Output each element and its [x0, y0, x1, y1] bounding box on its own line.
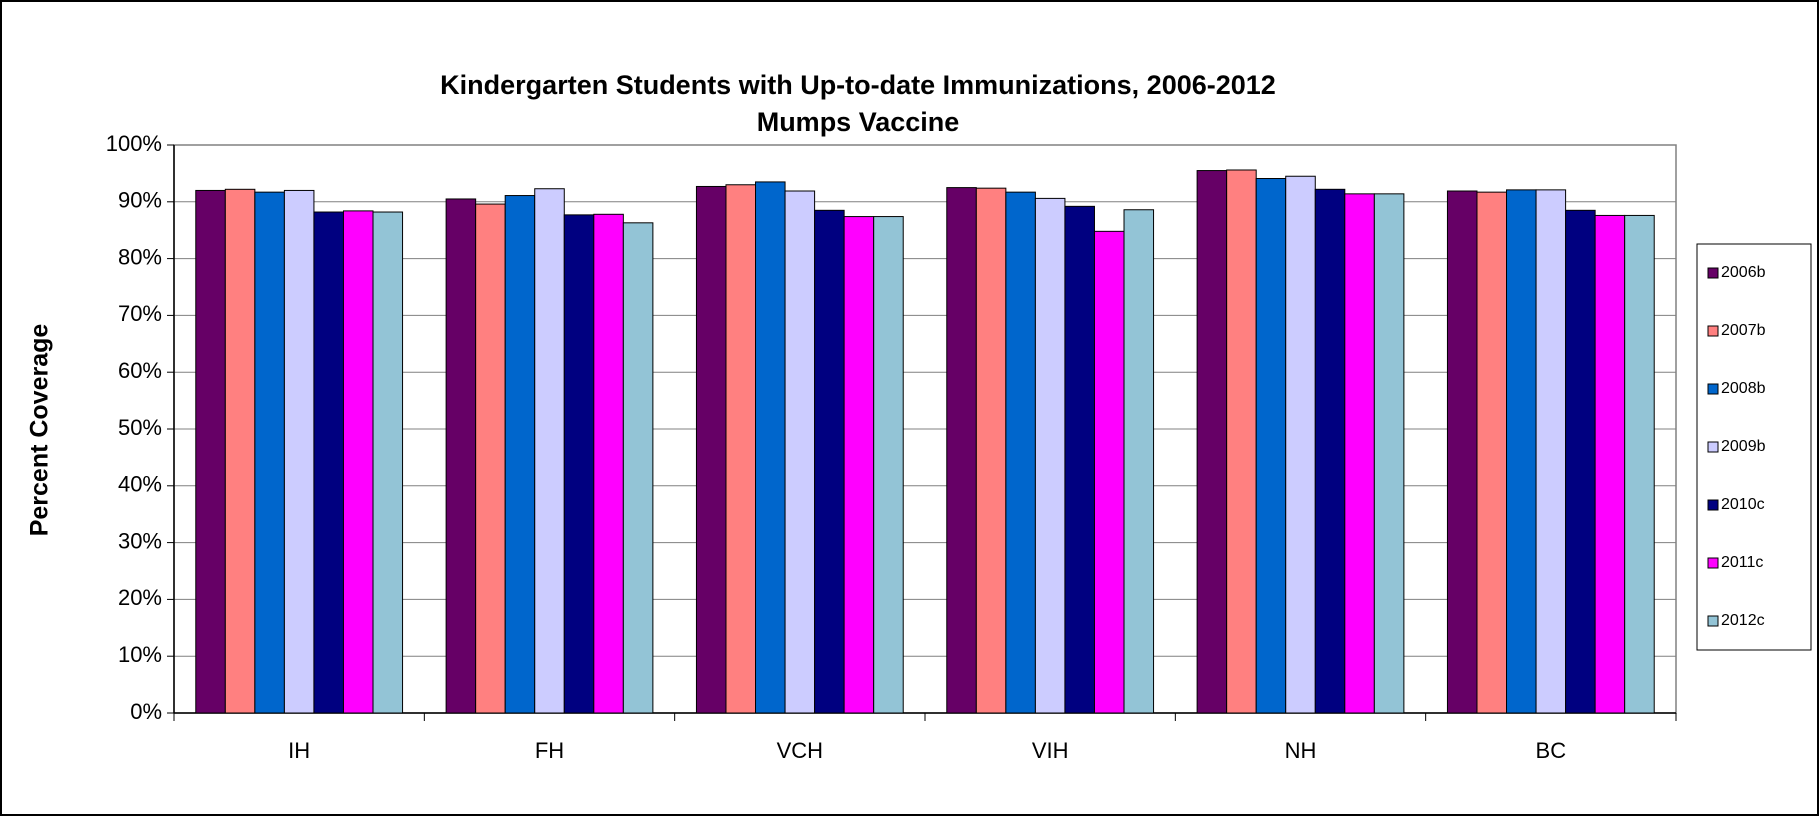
bar — [1506, 189, 1537, 714]
bar — [873, 216, 904, 714]
x-tick-label: FH — [535, 738, 564, 763]
bar — [283, 189, 315, 714]
legend-swatch — [1707, 499, 1719, 511]
bar — [254, 191, 285, 714]
bar — [1123, 209, 1155, 714]
y-tick-label: 10% — [118, 642, 162, 667]
y-tick-label: 0% — [130, 699, 162, 724]
bar — [224, 188, 256, 714]
y-tick-label: 30% — [118, 528, 162, 553]
y-tick-label: 50% — [118, 415, 162, 440]
bar — [755, 181, 786, 714]
legend-label: 2007b — [1721, 322, 1766, 339]
chart-subtitle: Mumps Vaccine — [757, 107, 960, 137]
bar — [1373, 193, 1405, 714]
y-tick-label: 70% — [118, 301, 162, 326]
bar — [1034, 197, 1066, 714]
legend-swatch — [1707, 267, 1719, 279]
legend-label: 2012c — [1721, 612, 1765, 629]
bar — [622, 222, 654, 714]
bar — [1476, 191, 1508, 714]
bar — [1594, 214, 1626, 714]
bar — [534, 188, 565, 714]
bar — [1093, 230, 1125, 714]
y-axis-label: Percent Coverage — [26, 324, 54, 537]
legend-swatch — [1707, 325, 1719, 337]
bar — [504, 195, 536, 714]
bar — [372, 211, 404, 714]
bar — [1226, 169, 1257, 714]
bar — [1535, 189, 1567, 714]
bar — [784, 190, 816, 714]
x-tick-label: VIH — [1032, 738, 1069, 763]
legend-swatch — [1707, 441, 1719, 453]
bar — [1624, 214, 1655, 714]
bar — [475, 203, 506, 714]
bar — [1005, 191, 1036, 714]
x-tick-label: BC — [1536, 738, 1567, 763]
y-tick-label: 60% — [118, 358, 162, 383]
legend-swatch — [1707, 557, 1719, 569]
bar — [195, 189, 226, 714]
bar — [313, 211, 344, 714]
bar — [814, 209, 845, 714]
bar — [843, 216, 875, 714]
legend-label: 2008b — [1721, 380, 1766, 397]
bar — [1064, 205, 1095, 714]
y-tick-label: 80% — [118, 244, 162, 269]
bar — [342, 210, 374, 714]
legend-label: 2009b — [1721, 438, 1766, 455]
legend-swatch — [1707, 615, 1719, 627]
bar — [1196, 170, 1228, 714]
x-tick-label: NH — [1285, 738, 1317, 763]
legend-swatch — [1707, 383, 1719, 395]
chart-title: Kindergarten Students with Up-to-date Im… — [440, 70, 1276, 100]
bar — [1446, 190, 1478, 714]
bar — [946, 187, 977, 714]
bar — [1285, 175, 1316, 714]
bar — [725, 184, 757, 714]
legend-label: 2011c — [1721, 554, 1763, 571]
bar — [695, 185, 727, 714]
bar — [1344, 193, 1375, 714]
bar — [593, 213, 624, 714]
bar — [563, 214, 595, 714]
bar — [1314, 188, 1346, 714]
bar — [1565, 209, 1596, 714]
y-tick-label: 90% — [118, 188, 162, 213]
x-tick-label: IH — [288, 738, 310, 763]
legend-label: 2010c — [1721, 496, 1765, 513]
bar — [975, 187, 1007, 714]
x-tick-label: VCH — [777, 738, 823, 763]
y-tick-label: 20% — [118, 585, 162, 610]
y-tick-label: 40% — [118, 472, 162, 497]
bar — [1255, 178, 1287, 714]
bar — [445, 198, 477, 714]
legend-label: 2006b — [1721, 264, 1766, 281]
y-tick-label: 100% — [106, 131, 162, 156]
